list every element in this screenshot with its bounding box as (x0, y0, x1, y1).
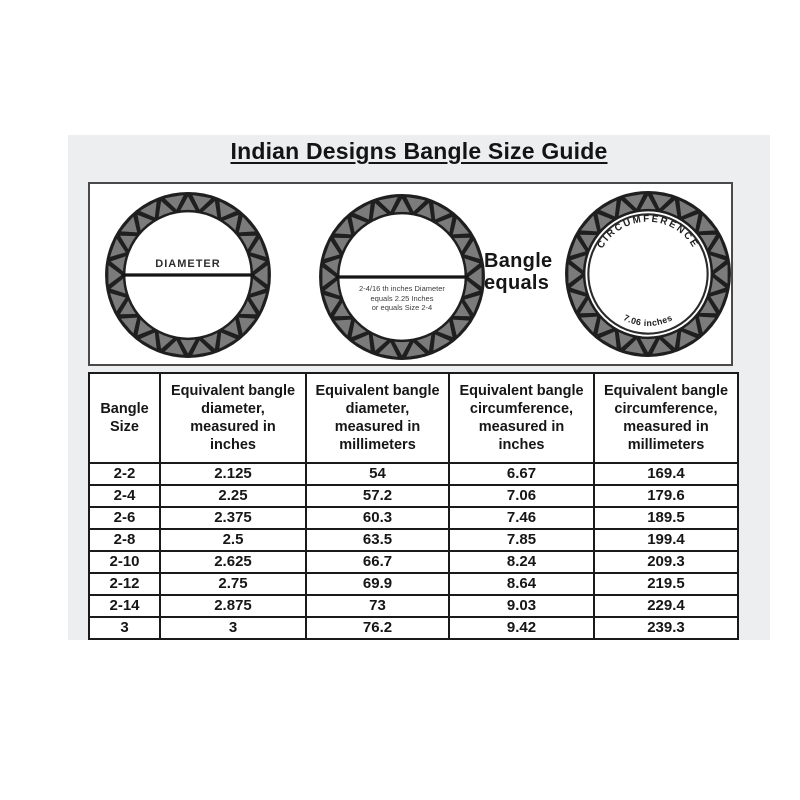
table-cell: 2-14 (88, 594, 161, 618)
table-cell: 2.125 (159, 462, 307, 486)
table-cell: 229.4 (593, 594, 739, 618)
column-header-diameter-mm: Equivalent bangle diameter, measured in … (305, 372, 450, 464)
table-row: 2-4 2.25 57.2 7.06 179.6 (88, 484, 739, 508)
table-cell: 9.03 (448, 594, 595, 618)
size-table: Bangle Size Equivalent bangle diameter, … (88, 372, 739, 640)
table-cell: 209.3 (593, 550, 739, 574)
table-row: 2-8 2.5 63.5 7.85 199.4 (88, 528, 739, 552)
table-cell: 7.85 (448, 528, 595, 552)
table-cell: 2.5 (159, 528, 307, 552)
table-cell: 9.42 (448, 616, 595, 640)
table-cell: 2.25 (159, 484, 307, 508)
table-cell: 2-2 (88, 462, 161, 486)
diameter-label: DIAMETER (155, 258, 221, 270)
table-cell: 69.9 (305, 572, 450, 596)
inner-circle (587, 213, 709, 335)
svg-text:7.06 inches: 7.06 inches (622, 312, 674, 328)
content-panel: Indian Designs Bangle Size Guide DIAMETE… (68, 135, 770, 640)
table-cell: 2-4 (88, 484, 161, 508)
table-cell: 189.5 (593, 506, 739, 530)
bangle-ring-pattern (105, 192, 271, 358)
table-cell: 66.7 (305, 550, 450, 574)
table-header-row: Bangle Size Equivalent bangle diameter, … (88, 372, 739, 464)
table-cell: 8.64 (448, 572, 595, 596)
table-cell: 2.625 (159, 550, 307, 574)
table-cell: 3 (159, 616, 307, 640)
table-cell: 239.3 (593, 616, 739, 640)
table-row: 2-10 2.625 66.7 8.24 209.3 (88, 550, 739, 574)
table-cell: 169.4 (593, 462, 739, 486)
table-cell: 3 (88, 616, 161, 640)
table-cell: 7.46 (448, 506, 595, 530)
table-cell: 2-10 (88, 550, 161, 574)
table-cell: 2.375 (159, 506, 307, 530)
table-row: 3 3 76.2 9.42 239.3 (88, 616, 739, 640)
table-cell: 76.2 (305, 616, 450, 640)
bangle-equals-label: Bangle equals (484, 250, 553, 294)
table-row: 2-14 2.875 73 9.03 229.4 (88, 594, 739, 618)
table-cell: 2-8 (88, 528, 161, 552)
bangle-ring-pattern (565, 191, 731, 357)
page-title: Indian Designs Bangle Size Guide (230, 138, 608, 164)
table-cell: 54 (305, 462, 450, 486)
bangle-diagram: DIAMETER 2-4/16 th inches Diameter equal… (88, 182, 733, 366)
table-cell: 179.6 (593, 484, 739, 508)
table-cell: 8.24 (448, 550, 595, 574)
bangle-size-caption: 2-4/16 th inches Diameter equals 2.25 In… (359, 284, 445, 312)
table-cell: 2-6 (88, 506, 161, 530)
table-cell: 2-12 (88, 572, 161, 596)
table-cell: 60.3 (305, 506, 450, 530)
table-cell: 2.875 (159, 594, 307, 618)
column-header-circumference-inches: Equivalent bangle circumference, measure… (448, 372, 595, 464)
column-header-circumference-mm: Equivalent bangle circumference, measure… (593, 372, 739, 464)
table-cell: 2.75 (159, 572, 307, 596)
table-cell: 57.2 (305, 484, 450, 508)
column-header-diameter-inches: Equivalent bangle diameter, measured in … (159, 372, 307, 464)
bangle-diameter-illustration (105, 192, 271, 358)
table-cell: 63.5 (305, 528, 450, 552)
table-cell: 73 (305, 594, 450, 618)
table-row: 2-2 2.125 54 6.67 169.4 (88, 462, 739, 486)
table-cell: 7.06 (448, 484, 595, 508)
table-row: 2-12 2.75 69.9 8.64 219.5 (88, 572, 739, 596)
circumference-value-label: 7.06 inches (622, 312, 674, 328)
column-header-size: Bangle Size (88, 372, 161, 464)
bangle-size-illustration (319, 194, 485, 360)
table-cell: 6.67 (448, 462, 595, 486)
table-cell: 199.4 (593, 528, 739, 552)
table-cell: 219.5 (593, 572, 739, 596)
table-row: 2-6 2.375 60.3 7.46 189.5 (88, 506, 739, 530)
bangle-circumference-illustration: CIRCUMFERENCE 7.06 inches (565, 191, 731, 357)
